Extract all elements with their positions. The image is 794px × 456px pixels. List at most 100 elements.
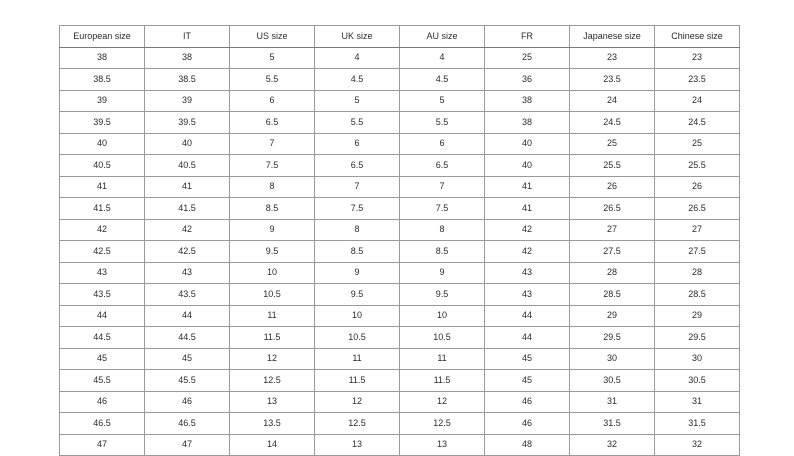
column-header-chinese-size: Chinese size	[654, 25, 740, 48]
table-cell: 11.5	[229, 326, 315, 349]
table-cell: 11	[229, 304, 315, 327]
column-header-uk-size: UK size	[314, 25, 400, 48]
table-cell: 39	[144, 89, 230, 112]
table-cell: 4.5	[314, 68, 400, 91]
table-cell: 43	[59, 261, 145, 284]
table-cell: 10	[314, 304, 400, 327]
table-cell: 25	[654, 132, 740, 155]
table-cell: 30.5	[569, 369, 655, 392]
table-cell: 5.5	[314, 111, 400, 134]
table-cell: 38	[484, 89, 570, 112]
table-cell: 5	[314, 89, 400, 112]
table-cell: 7.5	[314, 197, 400, 220]
table-cell: 31.5	[569, 412, 655, 435]
table-cell: 5.5	[229, 68, 315, 91]
table-cell: 8.5	[314, 240, 400, 263]
table-cell: 44.5	[59, 326, 145, 349]
table-cell: 29.5	[654, 326, 740, 349]
table-cell: 27.5	[569, 240, 655, 263]
table-cell: 31	[654, 390, 740, 413]
table-cell: 44	[59, 304, 145, 327]
table-row: 44.5 44.5 11.5 10.5 10.5 44 29.5 29.5	[59, 326, 740, 349]
table-cell: 29	[654, 304, 740, 327]
table-cell: 46	[484, 390, 570, 413]
table-cell: 46	[59, 390, 145, 413]
table-cell: 28.5	[569, 283, 655, 306]
table-cell: 5.5	[399, 111, 485, 134]
table-cell: 44	[484, 326, 570, 349]
size-chart-wrapper: European size IT US size UK size AU size FR Ja…	[59, 25, 740, 456]
table-cell: 13.5	[229, 412, 315, 435]
table-cell: 28	[654, 261, 740, 284]
table-cell: 40.5	[144, 154, 230, 177]
table-row: 42 42 9 8 8 42 27 27	[59, 218, 740, 241]
table-cell: 11	[399, 347, 485, 370]
table-cell: 39.5	[59, 111, 145, 134]
table-cell: 11	[314, 347, 400, 370]
table-cell: 23.5	[654, 68, 740, 91]
table-cell: 42	[59, 218, 145, 241]
table-row: 44 44 11 10 10 44 29 29	[59, 304, 740, 327]
column-header-european-size: European size	[59, 25, 145, 48]
table-cell: 36	[484, 68, 570, 91]
table-row: 46.5 46.5 13.5 12.5 12.5 46 31.5 31.5	[59, 412, 740, 435]
table-cell: 39.5	[144, 111, 230, 134]
table-cell: 13	[314, 433, 400, 456]
table-cell: 26.5	[569, 197, 655, 220]
table-body: 38 38 5 4 4 25 23 23 38.5 38.5 5.5 4.5 4.5 36 23.5 23.5…	[59, 46, 740, 456]
table-cell: 14	[229, 433, 315, 456]
table-row: 38 38 5 4 4 25 23 23	[59, 46, 740, 69]
table-cell: 6.5	[229, 111, 315, 134]
table-cell: 24	[654, 89, 740, 112]
table-cell: 12	[314, 390, 400, 413]
table-row: 40.5 40.5 7.5 6.5 6.5 40 25.5 25.5	[59, 154, 740, 177]
table-cell: 41	[484, 175, 570, 198]
table-cell: 8	[314, 218, 400, 241]
table-cell: 10.5	[314, 326, 400, 349]
table-cell: 7	[229, 132, 315, 155]
table-cell: 12.5	[229, 369, 315, 392]
table-cell: 43	[484, 283, 570, 306]
table-row: 41 41 8 7 7 41 26 26	[59, 175, 740, 198]
table-cell: 42	[144, 218, 230, 241]
table-header-row: European size IT US size UK size AU size FR Ja…	[59, 25, 740, 48]
table-cell: 12	[399, 390, 485, 413]
table-cell: 8.5	[399, 240, 485, 263]
table-cell: 23.5	[569, 68, 655, 91]
table-cell: 9.5	[399, 283, 485, 306]
table-cell: 13	[229, 390, 315, 413]
table-row: 42.5 42.5 9.5 8.5 8.5 42 27.5 27.5	[59, 240, 740, 263]
table-cell: 45	[59, 347, 145, 370]
table-cell: 31	[569, 390, 655, 413]
table-cell: 40.5	[59, 154, 145, 177]
table-cell: 39	[59, 89, 145, 112]
table-cell: 4	[399, 46, 485, 69]
table-cell: 42.5	[144, 240, 230, 263]
table-cell: 5	[229, 46, 315, 69]
table-cell: 9.5	[229, 240, 315, 263]
table-cell: 10.5	[399, 326, 485, 349]
table-cell: 24.5	[569, 111, 655, 134]
column-header-fr: FR	[484, 25, 570, 48]
table-cell: 32	[654, 433, 740, 456]
table-cell: 42	[484, 218, 570, 241]
table-row: 41.5 41.5 8.5 7.5 7.5 41 26.5 26.5	[59, 197, 740, 220]
table-row: 45 45 12 11 11 45 30 30	[59, 347, 740, 370]
table-cell: 30.5	[654, 369, 740, 392]
table-cell: 6.5	[314, 154, 400, 177]
table-cell: 4.5	[399, 68, 485, 91]
table-cell: 27.5	[654, 240, 740, 263]
table-cell: 45.5	[144, 369, 230, 392]
table-cell: 26.5	[654, 197, 740, 220]
table-cell: 38.5	[59, 68, 145, 91]
table-cell: 30	[654, 347, 740, 370]
table-cell: 6	[314, 132, 400, 155]
table-cell: 47	[144, 433, 230, 456]
table-cell: 10	[399, 304, 485, 327]
table-cell: 38	[144, 46, 230, 69]
table-cell: 6.5	[399, 154, 485, 177]
column-header-us-size: US size	[229, 25, 315, 48]
table-cell: 24	[569, 89, 655, 112]
table-cell: 43	[144, 261, 230, 284]
table-cell: 9.5	[314, 283, 400, 306]
